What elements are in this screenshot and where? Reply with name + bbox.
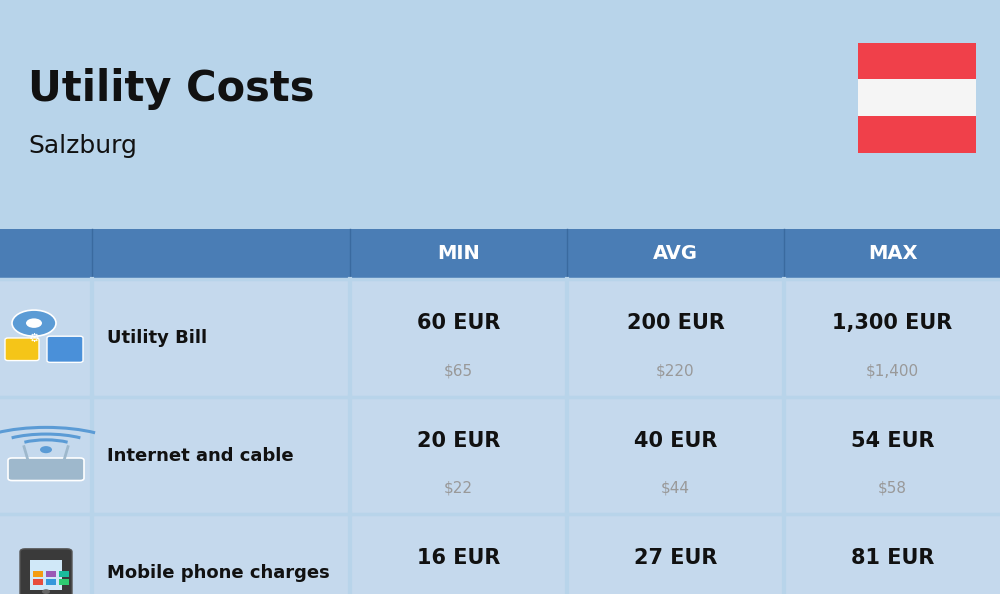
Bar	[858, 116, 976, 153]
Bar	[350, 279, 567, 397]
Text: Utility Costs: Utility Costs	[28, 68, 314, 110]
Bar	[46, 571, 56, 577]
Bar	[784, 514, 1000, 594]
Bar	[784, 397, 1000, 514]
FancyBboxPatch shape	[5, 338, 39, 361]
Bar	[350, 397, 567, 514]
Circle shape	[42, 589, 50, 594]
Bar	[92, 279, 350, 397]
Text: AVG: AVG	[653, 245, 698, 263]
Text: 27 EUR: 27 EUR	[634, 548, 717, 568]
Text: MIN: MIN	[437, 245, 480, 263]
Bar	[92, 397, 350, 514]
Bar	[784, 279, 1000, 397]
Bar	[784, 229, 1000, 279]
Text: 60 EUR: 60 EUR	[417, 313, 500, 333]
Text: $44: $44	[661, 481, 690, 496]
Bar	[350, 514, 567, 594]
Text: Internet and cable: Internet and cable	[107, 447, 294, 465]
Bar	[92, 514, 350, 594]
Text: 40 EUR: 40 EUR	[634, 431, 717, 451]
Text: 16 EUR: 16 EUR	[417, 548, 500, 568]
Text: 81 EUR: 81 EUR	[851, 548, 934, 568]
Text: $22: $22	[444, 481, 473, 496]
Bar	[858, 80, 976, 116]
FancyBboxPatch shape	[8, 458, 84, 481]
Text: Salzburg: Salzburg	[28, 134, 137, 157]
Bar	[92, 229, 350, 279]
Bar	[59, 571, 69, 577]
Bar	[33, 579, 43, 585]
Bar	[858, 43, 976, 80]
Bar	[567, 229, 784, 279]
Bar	[0, 279, 92, 397]
Text: Utility Bill: Utility Bill	[107, 329, 207, 347]
Bar	[59, 579, 69, 585]
Text: 200 EUR: 200 EUR	[627, 313, 724, 333]
Circle shape	[12, 310, 56, 336]
Bar	[0, 229, 92, 279]
Circle shape	[40, 446, 52, 453]
Text: $58: $58	[878, 481, 907, 496]
Bar	[350, 229, 567, 279]
Text: MAX: MAX	[868, 245, 917, 263]
Text: $65: $65	[444, 363, 473, 378]
Text: $1,400: $1,400	[866, 363, 919, 378]
Text: Mobile phone charges: Mobile phone charges	[107, 564, 330, 582]
Bar	[567, 397, 784, 514]
FancyBboxPatch shape	[47, 336, 83, 362]
Bar	[0, 397, 92, 514]
Bar	[567, 514, 784, 594]
Circle shape	[26, 318, 42, 328]
FancyBboxPatch shape	[20, 549, 72, 594]
Bar	[46, 579, 56, 585]
Text: 54 EUR: 54 EUR	[851, 431, 934, 451]
Bar	[33, 571, 43, 577]
Text: 1,300 EUR: 1,300 EUR	[832, 313, 953, 333]
Bar	[0, 514, 92, 594]
Bar	[567, 279, 784, 397]
Text: $220: $220	[656, 363, 695, 378]
Text: 20 EUR: 20 EUR	[417, 431, 500, 451]
Text: ⚙: ⚙	[28, 331, 40, 345]
Bar	[30, 560, 62, 590]
